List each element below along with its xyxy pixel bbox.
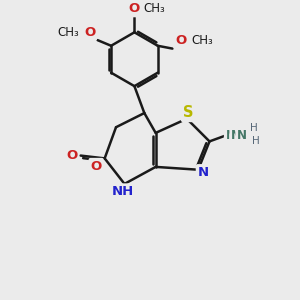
Text: NH: NH: [112, 185, 134, 198]
Text: O: O: [175, 34, 187, 47]
Text: O: O: [91, 160, 102, 173]
Text: H: H: [252, 136, 260, 146]
Text: CH₃: CH₃: [143, 2, 165, 15]
Text: NH: NH: [226, 129, 245, 142]
Text: O: O: [84, 26, 95, 39]
Text: H: H: [250, 123, 257, 133]
Text: CH₃: CH₃: [57, 26, 79, 39]
Text: N: N: [198, 166, 209, 179]
Text: O: O: [66, 149, 77, 162]
Text: S: S: [183, 105, 194, 120]
Text: N: N: [231, 129, 241, 142]
Text: N: N: [237, 129, 247, 142]
Text: O: O: [129, 2, 140, 15]
Text: methyl: methyl: [148, 7, 154, 8]
Text: methoxy: methoxy: [142, 1, 148, 2]
Text: O: O: [129, 2, 140, 15]
Text: CH₃: CH₃: [192, 34, 214, 47]
